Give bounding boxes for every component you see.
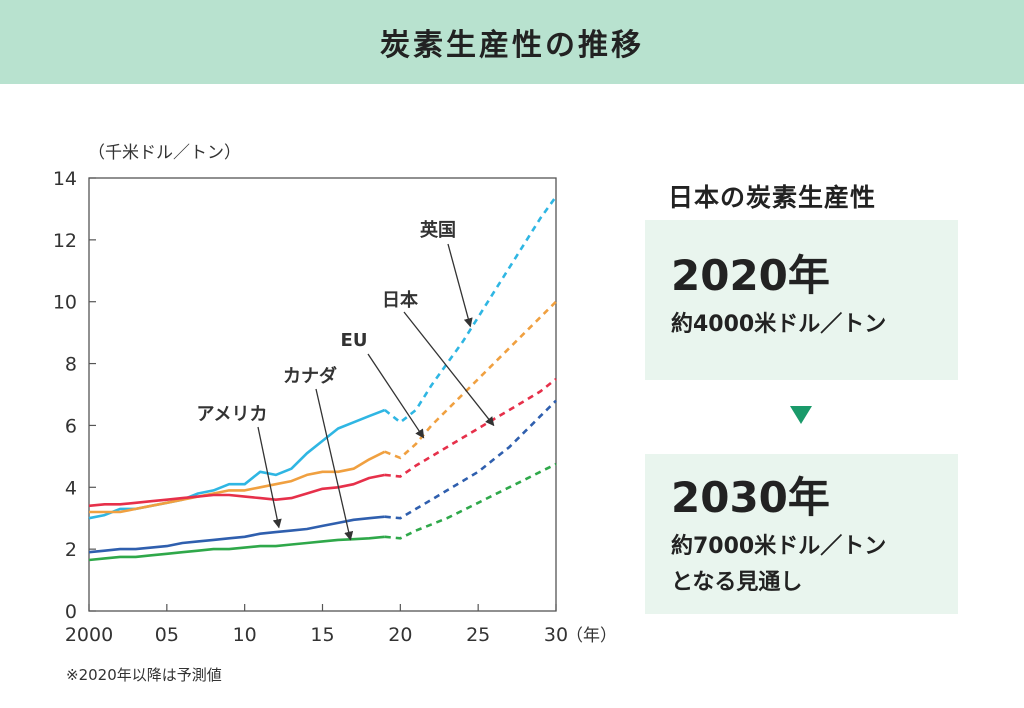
y-tick-label-10: 10 (53, 292, 77, 314)
box-2030: 2030年 約7000米ドル／トン となる見通し (645, 454, 958, 614)
header-banner: 炭素生産性の推移 (0, 0, 1024, 84)
forecast-note: ※2020年以降は予測値 (66, 666, 222, 684)
box-2030-outlook: となる見通し (671, 570, 803, 595)
x-tick-label-2025: 25 (466, 624, 490, 646)
annotation-arrow-日本 (403, 311, 495, 427)
x-tick-label-2030: 30 (544, 624, 568, 646)
y-axis-label: （千米ドル／トン） (88, 143, 241, 163)
box-2030-value: 約7000米ドル／トン (671, 534, 887, 559)
y-tick-label-2: 2 (65, 539, 77, 561)
y-tick-label-14: 14 (53, 168, 77, 190)
x-tick-label-2005: 05 (155, 624, 179, 646)
x-axis-label: （年） (566, 626, 617, 646)
series-line-EU (88, 473, 386, 508)
series-line-カナダ (88, 515, 385, 554)
annotation-arrow-英国 (447, 243, 473, 328)
x-tick-label-2000: 2000 (65, 624, 113, 646)
y-tick-label-12: 12 (53, 230, 77, 252)
japan-panel-title: 日本の炭素生産性 (668, 183, 877, 212)
box-2020-year: 2020年 (671, 251, 830, 300)
series-forecast-line-日本 (384, 300, 557, 460)
y-tick-label-4: 4 (65, 477, 77, 499)
series-line-アメリカ (88, 535, 385, 562)
box-2030-year: 2030年 (671, 473, 830, 522)
annotation-label-カナダ: カナダ (283, 365, 337, 387)
box-2020-value: 約4000米ドル／トン (671, 312, 887, 337)
annotation-arrow-EU (367, 353, 425, 439)
y-tick-label-8: 8 (65, 354, 77, 376)
x-tick-label-2015: 15 (310, 624, 334, 646)
annotation-arrow-カナダ (315, 388, 354, 541)
page-title: 炭素生産性の推移 (380, 28, 644, 63)
annotation-label-EU: EU (341, 330, 368, 351)
y-tick-label-0: 0 (65, 601, 77, 623)
x-tick-label-2020: 20 (388, 624, 412, 646)
annotation-label-英国: 英国 (419, 219, 456, 241)
annotation-label-アメリカ: アメリカ (196, 404, 267, 425)
y-tick-label-6: 6 (65, 415, 77, 437)
annotation-arrow-アメリカ (257, 426, 282, 529)
carbon-productivity-chart: 0 2 4 6 8 10 12 14 2000 05 10 15 20 25 30 （千米ドル／トン） （年） 英… (53, 143, 617, 646)
series-forecast-line-アメリカ (384, 462, 557, 540)
box-2020: 2020年 約4000米ドル／トン (645, 220, 958, 380)
annotation-label-日本: 日本 (382, 289, 418, 311)
series-forecast-line-EU (384, 377, 557, 478)
triangle-down-icon (790, 406, 812, 424)
series-forecast-line-英国 (383, 195, 558, 424)
x-tick-label-2010: 10 (233, 624, 257, 646)
